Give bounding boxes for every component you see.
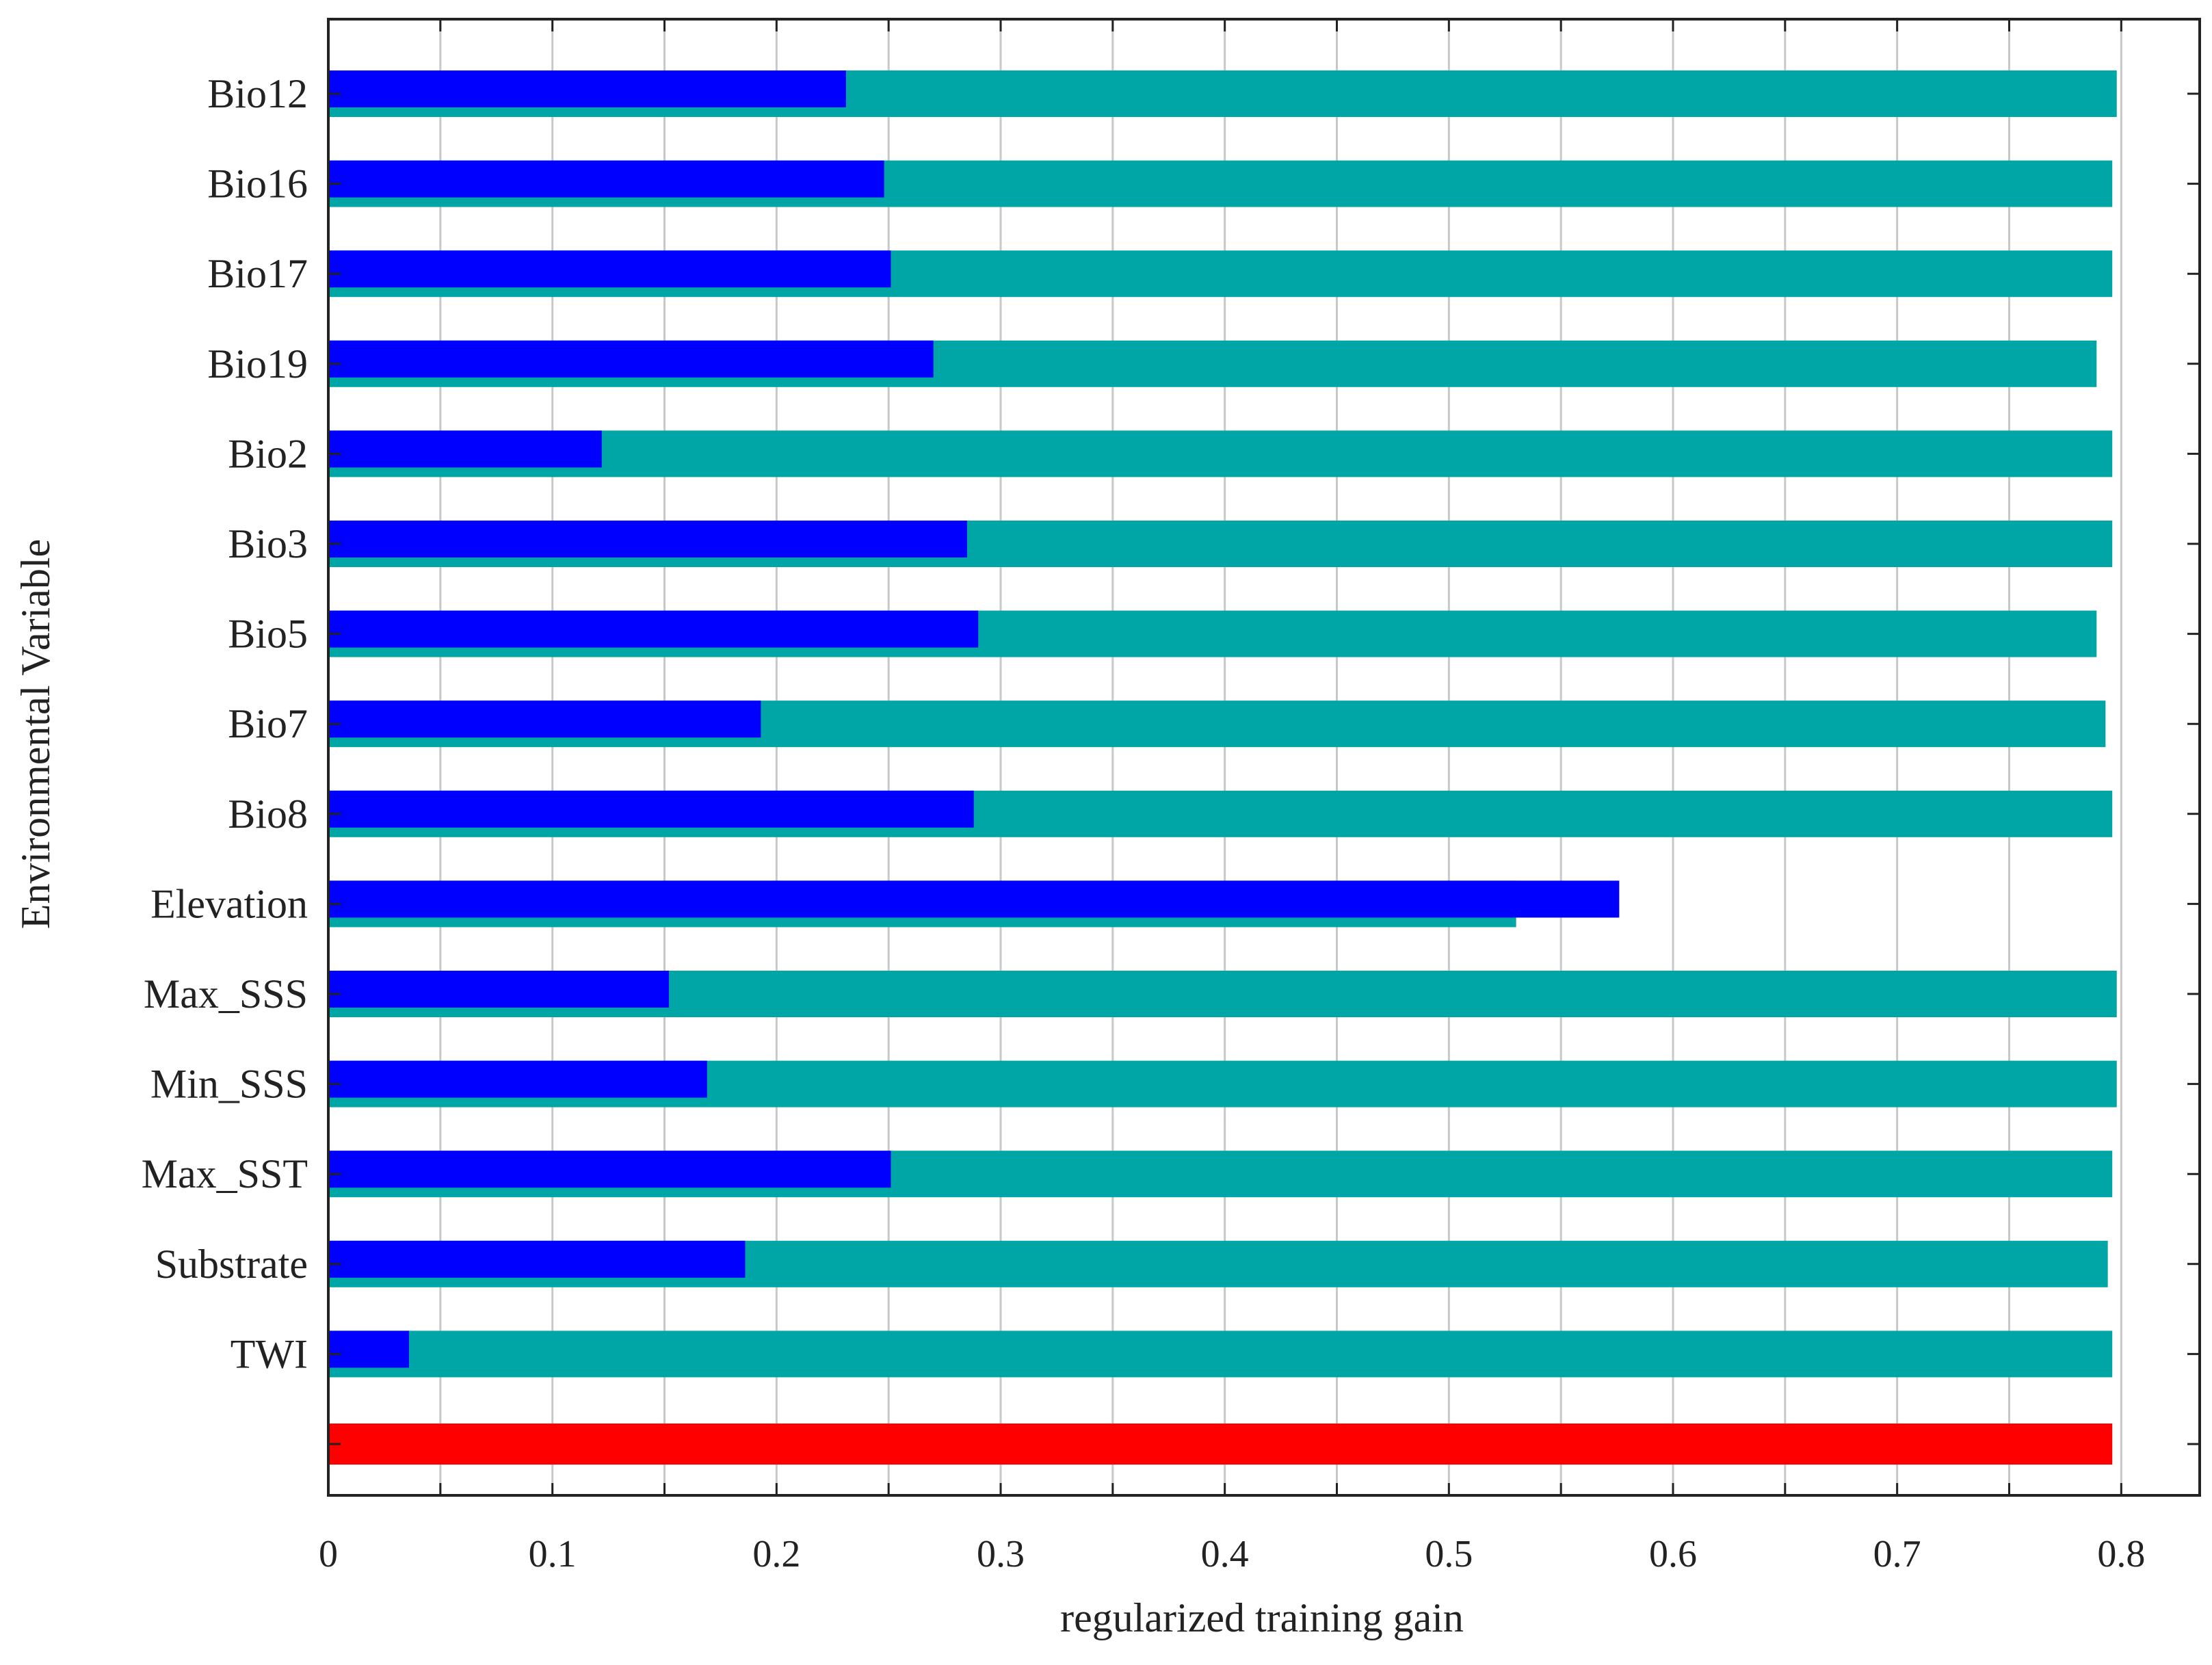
bar-with-only-variable	[328, 430, 602, 468]
y-tick-label: Substrate	[155, 1242, 308, 1287]
bar-with-only-variable	[328, 70, 846, 107]
y-tick-label: Bio2	[228, 431, 308, 476]
bar-without-variable	[328, 430, 2113, 477]
bar-with-only-variable	[328, 160, 884, 198]
bar-with-only-variable	[328, 1330, 409, 1368]
x-tick-label: 0.5	[1425, 1533, 1473, 1575]
x-tick-label: 0	[319, 1533, 338, 1575]
y-tick-label: Bio7	[228, 701, 308, 746]
bar-with-only-variable	[328, 1151, 891, 1188]
y-tick-label: Min_SSS	[150, 1062, 308, 1107]
bar-with-only-variable	[328, 1060, 707, 1098]
y-tick-label: Bio8	[228, 791, 308, 837]
x-tick-label: 0.2	[752, 1533, 800, 1575]
bar-with-only-variable	[328, 250, 891, 288]
ticks	[327, 19, 2200, 1495]
x-tick-label: 0.8	[2097, 1533, 2145, 1575]
x-tick-label: 0.4	[1201, 1533, 1249, 1575]
y-tick-label: Bio3	[228, 521, 308, 566]
y-tick-label: TWI	[231, 1331, 308, 1376]
bar-with-only-variable	[328, 610, 979, 648]
x-tick-label: 0.7	[1873, 1533, 1921, 1575]
x-tick-label: 0.3	[977, 1533, 1025, 1575]
bar-with-only-variable	[328, 521, 967, 558]
x-tick-label: 0.6	[1649, 1533, 1697, 1575]
bars	[328, 70, 2117, 1465]
y-tick-label: Max_SSS	[144, 971, 308, 1017]
bar-with-only-variable	[328, 971, 670, 1008]
y-tick-label: Bio5	[228, 612, 308, 657]
bar-with-only-variable	[328, 1240, 746, 1278]
y-axis-label: Environmental Variable	[13, 539, 58, 929]
y-tick-label: Bio16	[207, 161, 308, 207]
bar-with-only-variable	[328, 340, 934, 378]
y-tick-label: Bio12	[207, 71, 308, 116]
bar-with-only-variable	[328, 790, 974, 828]
x-tick-label: 0.1	[529, 1533, 577, 1575]
y-tick-label: Elevation	[150, 881, 308, 926]
bar-with-only-variable	[328, 700, 761, 738]
bar-all-variables	[328, 1424, 2113, 1465]
bar-without-variable	[328, 1330, 2113, 1378]
y-tick-label: Bio17	[207, 251, 308, 296]
x-axis-label: regularized training gain	[1060, 1595, 1464, 1640]
tick-labels: 0 0.1 0.2 0.3 0.4 0.5 0.6 0.7 0.8 Bio12 Bio16 Bio17…	[142, 71, 2146, 1575]
plot-frame	[327, 18, 2201, 1497]
y-tick-label: Max_SST	[142, 1151, 308, 1196]
y-tick-label: Bio19	[207, 341, 308, 386]
bar-with-only-variable	[328, 880, 1620, 918]
